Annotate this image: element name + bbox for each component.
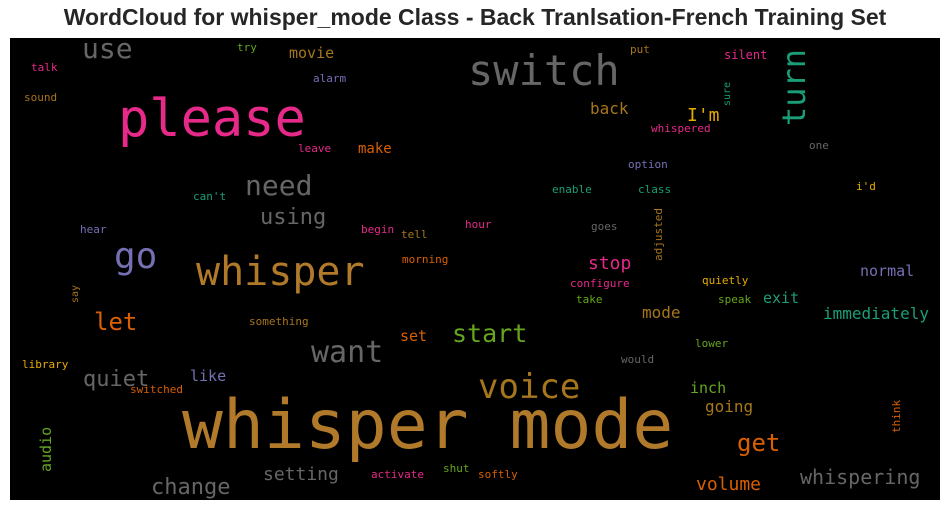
word-shut: shut: [443, 462, 470, 475]
word-leave: leave: [298, 142, 331, 155]
word-whisper-mode: whisper mode: [182, 386, 673, 465]
word-option: option: [628, 158, 668, 171]
word-lower: lower: [695, 337, 728, 350]
word-would: would: [621, 353, 654, 366]
word-silent: silent: [724, 48, 767, 62]
word-mode: mode: [642, 303, 681, 322]
word-change: change: [151, 475, 230, 500]
word-get: get: [737, 429, 780, 457]
word-tell: tell: [401, 228, 428, 241]
word-stop: stop: [588, 253, 631, 274]
word-alarm: alarm: [313, 72, 346, 85]
word-quiet: quiet: [83, 367, 149, 392]
word-using: using: [260, 205, 326, 230]
word-think: think: [890, 400, 903, 433]
word-movie: movie: [289, 44, 334, 62]
word-configure: configure: [570, 277, 630, 290]
word-turn: turn: [775, 49, 813, 126]
word-inch: inch: [690, 379, 726, 397]
word-enable: enable: [552, 183, 592, 196]
word-say: say: [70, 285, 81, 303]
word-adjusted: adjusted: [652, 208, 665, 261]
word-voice: voice: [478, 367, 580, 407]
word-going: going: [705, 397, 753, 416]
word-exit: exit: [763, 289, 799, 307]
word-one: one: [809, 139, 829, 152]
word-whispered: whispered: [651, 122, 711, 135]
word-go: go: [114, 236, 157, 277]
word-audio: audio: [37, 427, 55, 472]
word-begin: begin: [361, 223, 394, 236]
word-hour: hour: [465, 218, 492, 231]
word-immediately: immediately: [823, 304, 929, 323]
word-sure: sure: [722, 82, 733, 106]
word-talk: talk: [31, 61, 58, 74]
wordcloud-svg: whisper mode please switch whisper voice go tu…: [22, 38, 929, 500]
word-hear: hear: [80, 223, 107, 236]
word-put: put: [630, 43, 650, 56]
word-use: use: [82, 38, 133, 65]
word-make: make: [358, 141, 392, 157]
word-activate: activate: [371, 468, 424, 481]
word-set: set: [400, 327, 427, 345]
word-please: please: [118, 89, 306, 149]
word-morning: morning: [402, 253, 448, 266]
word-class: class: [638, 183, 671, 196]
word-i-d: i'd: [856, 180, 876, 193]
word-i-m: I'm: [687, 105, 720, 126]
word-like: like: [190, 367, 226, 385]
word-setting: setting: [263, 464, 339, 485]
word-let: let: [94, 308, 137, 336]
word-softly: softly: [478, 468, 518, 481]
word-normal: normal: [860, 262, 914, 280]
word-want: want: [311, 335, 383, 370]
chart-title: WordCloud for whisper_mode Class - Back …: [63, 4, 887, 30]
word-whisper: whisper: [196, 249, 365, 295]
word-start: start: [452, 319, 527, 348]
word-sound: sound: [24, 91, 57, 104]
word-library: library: [22, 358, 69, 371]
word-volume: volume: [696, 474, 761, 495]
word-speak: speak: [718, 293, 751, 306]
wordcloud-canvas: whisper mode please switch whisper voice go tu…: [10, 38, 940, 500]
word-switch: switch: [468, 46, 620, 95]
word-back: back: [590, 99, 629, 118]
word-need: need: [245, 169, 312, 202]
word-something: something: [249, 315, 309, 328]
word-quietly: quietly: [702, 274, 749, 287]
word-goes: goes: [591, 220, 618, 233]
word-try: try: [237, 41, 257, 54]
word-switched: switched: [130, 383, 183, 396]
word-can-t: can't: [193, 190, 226, 203]
word-whispering: whispering: [800, 465, 920, 489]
word-take: take: [576, 293, 603, 306]
